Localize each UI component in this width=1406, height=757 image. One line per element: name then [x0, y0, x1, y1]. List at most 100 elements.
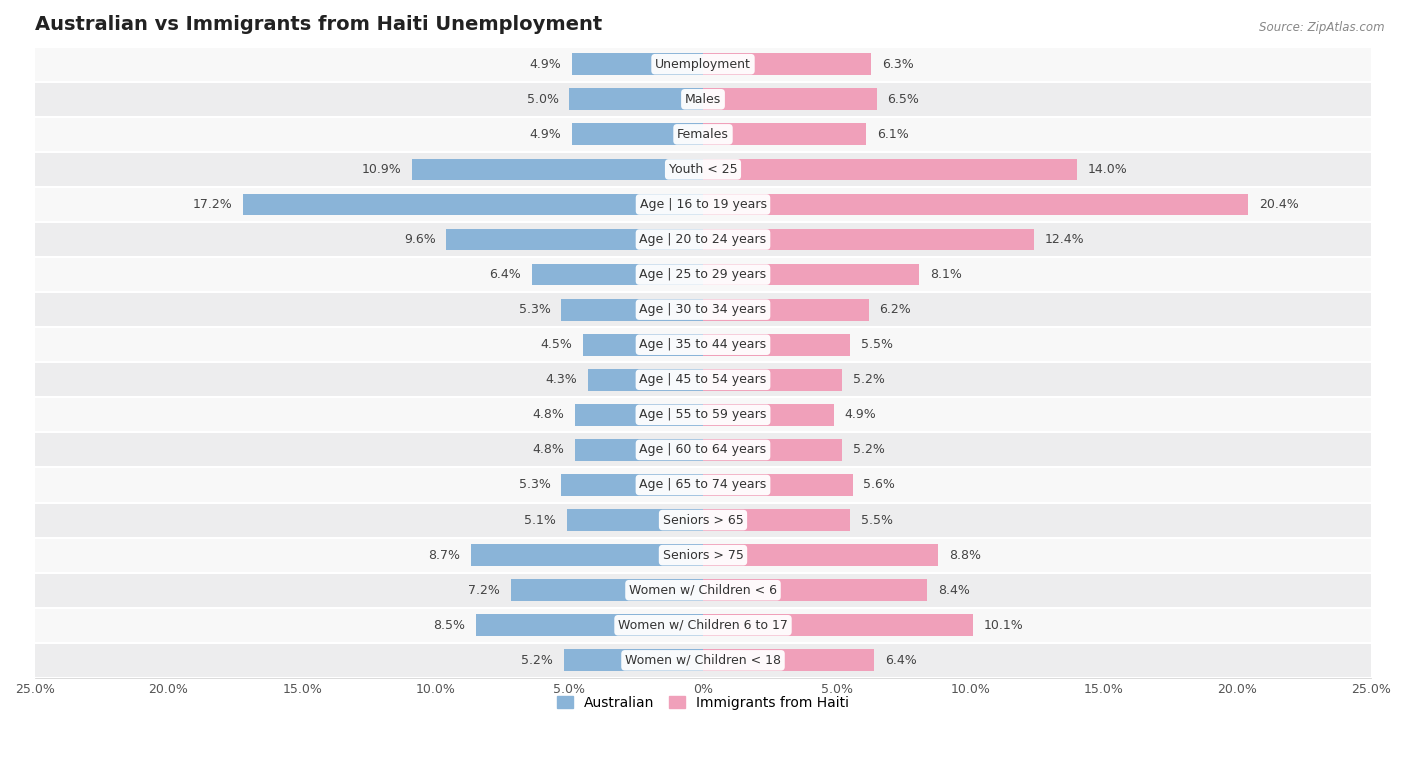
Bar — [35, 363, 1371, 397]
Bar — [703, 158, 1077, 180]
Bar — [471, 544, 703, 566]
Bar — [35, 397, 1371, 432]
Text: Age | 60 to 64 years: Age | 60 to 64 years — [640, 444, 766, 456]
Bar — [35, 47, 1371, 82]
Text: Age | 65 to 74 years: Age | 65 to 74 years — [640, 478, 766, 491]
Text: 6.4%: 6.4% — [489, 268, 522, 281]
Text: 5.1%: 5.1% — [524, 513, 555, 527]
Bar — [35, 82, 1371, 117]
Bar — [703, 229, 1035, 251]
Text: Women w/ Children 6 to 17: Women w/ Children 6 to 17 — [619, 618, 787, 632]
Bar — [703, 439, 842, 461]
Legend: Australian, Immigrants from Haiti: Australian, Immigrants from Haiti — [551, 690, 855, 715]
Text: 8.5%: 8.5% — [433, 618, 465, 632]
Bar — [561, 299, 703, 320]
Text: 6.2%: 6.2% — [879, 303, 911, 316]
Bar — [564, 650, 703, 671]
Text: 4.9%: 4.9% — [845, 408, 876, 422]
Text: 17.2%: 17.2% — [193, 198, 232, 211]
Bar — [703, 474, 852, 496]
Text: Seniors > 65: Seniors > 65 — [662, 513, 744, 527]
Text: 8.1%: 8.1% — [931, 268, 962, 281]
Bar — [35, 432, 1371, 468]
Text: 6.5%: 6.5% — [887, 93, 920, 106]
Text: 6.3%: 6.3% — [882, 58, 914, 70]
Text: 4.9%: 4.9% — [530, 58, 561, 70]
Bar — [412, 158, 703, 180]
Text: 4.3%: 4.3% — [546, 373, 578, 386]
Bar — [588, 369, 703, 391]
Text: 8.4%: 8.4% — [938, 584, 970, 597]
Bar — [703, 334, 851, 356]
Text: 20.4%: 20.4% — [1258, 198, 1299, 211]
Bar — [35, 257, 1371, 292]
Text: Age | 45 to 54 years: Age | 45 to 54 years — [640, 373, 766, 386]
Bar — [447, 229, 703, 251]
Text: 4.8%: 4.8% — [531, 408, 564, 422]
Bar — [703, 615, 973, 636]
Text: Age | 30 to 34 years: Age | 30 to 34 years — [640, 303, 766, 316]
Bar — [35, 292, 1371, 327]
Bar — [703, 123, 866, 145]
Text: 10.1%: 10.1% — [984, 618, 1024, 632]
Text: Age | 20 to 24 years: Age | 20 to 24 years — [640, 233, 766, 246]
Bar — [703, 53, 872, 75]
Text: 6.4%: 6.4% — [884, 654, 917, 667]
Bar — [703, 194, 1249, 215]
Bar — [35, 327, 1371, 363]
Text: Age | 55 to 59 years: Age | 55 to 59 years — [640, 408, 766, 422]
Bar — [35, 572, 1371, 608]
Bar — [35, 503, 1371, 537]
Bar — [703, 579, 928, 601]
Bar — [35, 468, 1371, 503]
Text: 8.8%: 8.8% — [949, 549, 981, 562]
Bar — [567, 509, 703, 531]
Text: 5.3%: 5.3% — [519, 303, 551, 316]
Bar — [575, 439, 703, 461]
Text: 5.6%: 5.6% — [863, 478, 896, 491]
Text: 10.9%: 10.9% — [361, 163, 401, 176]
Text: 4.5%: 4.5% — [540, 338, 572, 351]
Bar — [703, 263, 920, 285]
Bar — [575, 404, 703, 425]
Bar — [475, 615, 703, 636]
Text: Source: ZipAtlas.com: Source: ZipAtlas.com — [1260, 21, 1385, 34]
Bar — [703, 369, 842, 391]
Text: Age | 35 to 44 years: Age | 35 to 44 years — [640, 338, 766, 351]
Text: 5.2%: 5.2% — [522, 654, 554, 667]
Bar — [582, 334, 703, 356]
Bar — [510, 579, 703, 601]
Text: 5.5%: 5.5% — [860, 513, 893, 527]
Bar — [35, 643, 1371, 678]
Bar — [243, 194, 703, 215]
Text: Seniors > 75: Seniors > 75 — [662, 549, 744, 562]
Text: 9.6%: 9.6% — [404, 233, 436, 246]
Bar — [35, 222, 1371, 257]
Text: 5.3%: 5.3% — [519, 478, 551, 491]
Text: 5.2%: 5.2% — [852, 373, 884, 386]
Bar — [703, 650, 875, 671]
Text: 5.2%: 5.2% — [852, 444, 884, 456]
Bar — [35, 187, 1371, 222]
Text: 4.8%: 4.8% — [531, 444, 564, 456]
Bar — [35, 537, 1371, 572]
Bar — [569, 89, 703, 110]
Text: Women w/ Children < 6: Women w/ Children < 6 — [628, 584, 778, 597]
Text: 7.2%: 7.2% — [468, 584, 501, 597]
Text: 5.0%: 5.0% — [527, 93, 558, 106]
Text: Youth < 25: Youth < 25 — [669, 163, 737, 176]
Bar — [561, 474, 703, 496]
Text: 8.7%: 8.7% — [427, 549, 460, 562]
Text: 6.1%: 6.1% — [877, 128, 908, 141]
Text: 12.4%: 12.4% — [1045, 233, 1084, 246]
Bar — [35, 117, 1371, 152]
Bar — [703, 509, 851, 531]
Text: Women w/ Children < 18: Women w/ Children < 18 — [626, 654, 780, 667]
Text: 14.0%: 14.0% — [1088, 163, 1128, 176]
Bar — [531, 263, 703, 285]
Bar — [703, 404, 834, 425]
Bar — [703, 544, 938, 566]
Text: 4.9%: 4.9% — [530, 128, 561, 141]
Bar — [572, 123, 703, 145]
Text: Australian vs Immigrants from Haiti Unemployment: Australian vs Immigrants from Haiti Unem… — [35, 15, 602, 34]
